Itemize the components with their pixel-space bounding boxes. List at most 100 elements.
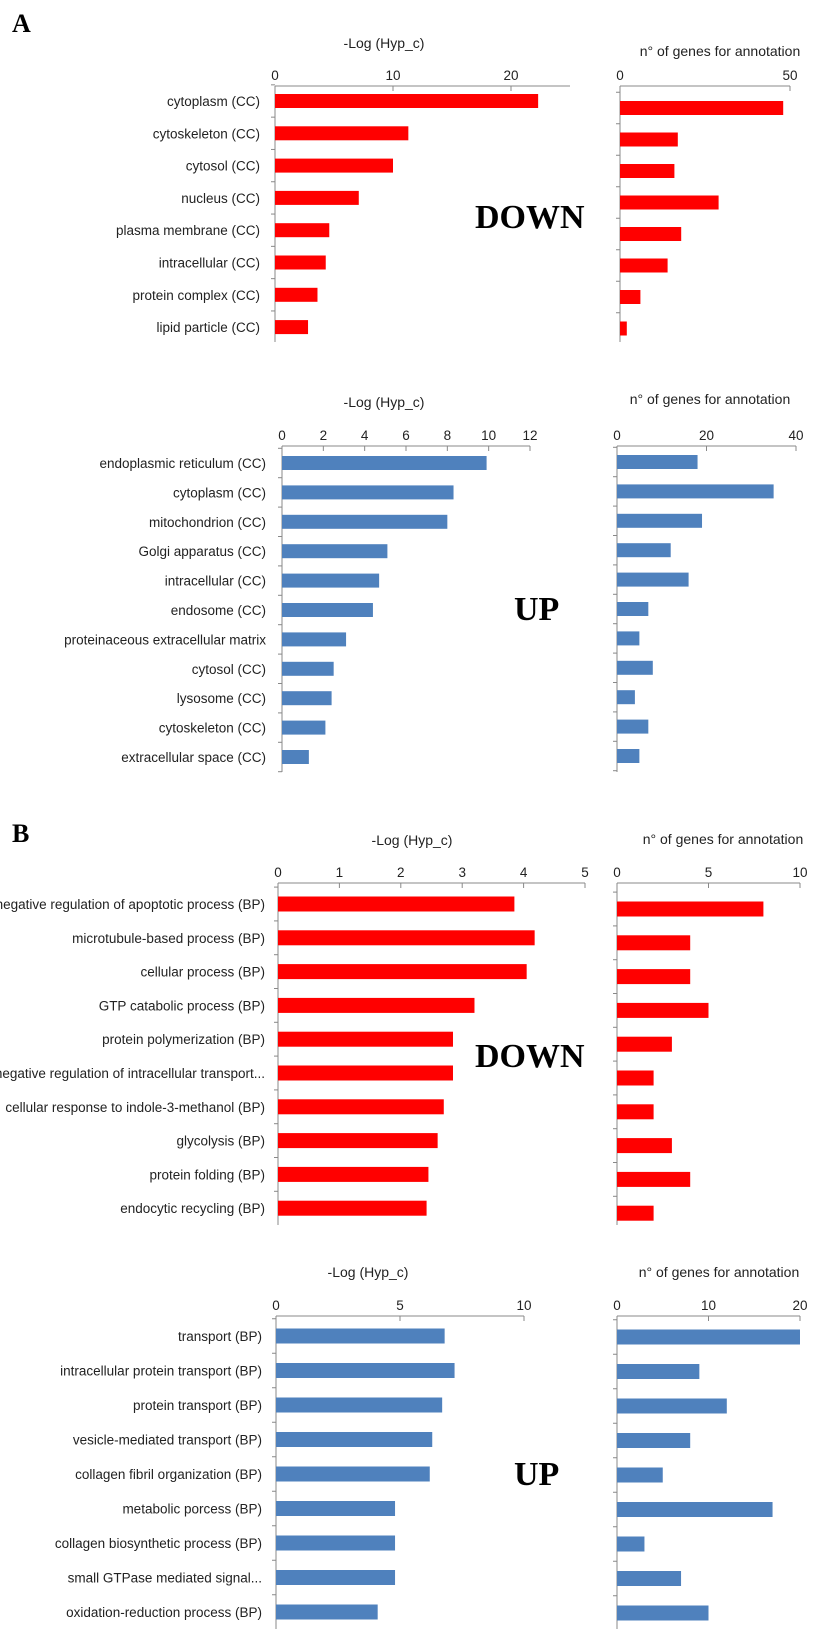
bar <box>617 1171 691 1187</box>
category-label: protein folding (BP) <box>149 1167 265 1182</box>
bar <box>617 1070 654 1086</box>
bar <box>617 1364 700 1379</box>
bar-chart: -Log (Hyp_c) 0 1 2 3 4 5 negative regulation of… <box>0 832 589 1225</box>
category-label: lipid particle (CC) <box>156 320 260 335</box>
axis-title: -Log (Hyp_c) <box>372 832 453 848</box>
x-tick-label: 10 <box>792 865 807 880</box>
category-label: cytoplasm (CC) <box>173 485 266 500</box>
bar <box>617 1467 663 1483</box>
x-tick-label: 5 <box>705 865 713 880</box>
x-tick-label: 4 <box>361 428 369 443</box>
x-tick-label: 0 <box>274 865 282 880</box>
x-tick-label: 10 <box>481 428 496 443</box>
category-label: proteinaceous extracellular matrix <box>64 632 266 647</box>
bar <box>617 602 649 616</box>
category-label: collagen biosynthetic process (BP) <box>55 1536 262 1551</box>
x-tick-label: 20 <box>699 428 714 443</box>
bar <box>617 1398 727 1414</box>
bar-chart: -Log (Hyp_c) 0 2 4 6 8 10 12 endoplasmic reticul… <box>64 394 538 773</box>
category-label: nucleus (CC) <box>181 191 260 206</box>
x-tick-label: 2 <box>397 865 405 880</box>
category-label: small GTPase mediated signal... <box>68 1571 262 1586</box>
axis-title: -Log (Hyp_c) <box>328 1264 409 1280</box>
category-label: plasma membrane (CC) <box>116 223 260 238</box>
bar <box>617 455 698 469</box>
axis-title: n° of genes for annotation <box>630 391 791 407</box>
bar <box>278 1133 438 1149</box>
bar <box>276 1363 455 1378</box>
bar <box>276 1397 443 1413</box>
x-tick-label: 5 <box>581 865 589 880</box>
category-label: cytoskeleton (CC) <box>159 721 266 736</box>
bar-chart: n° of genes for annotation 0 5 10 <box>613 831 808 1225</box>
category-label: Golgi apparatus (CC) <box>138 544 266 559</box>
bar <box>617 901 764 917</box>
category-label: cytoplasm (CC) <box>167 94 260 109</box>
bar <box>617 1433 691 1448</box>
category-label: extracellular space (CC) <box>121 750 266 765</box>
bar <box>617 1605 709 1621</box>
bar <box>276 1432 433 1447</box>
bar <box>617 1104 654 1120</box>
category-label: cytoskeleton (CC) <box>153 126 260 141</box>
x-tick-label: 20 <box>503 68 518 83</box>
x-tick-label: 20 <box>792 1298 807 1313</box>
bar <box>276 1466 430 1482</box>
x-tick-label: 8 <box>444 428 452 443</box>
bar <box>275 320 309 335</box>
bar <box>282 750 309 764</box>
bar <box>617 1205 654 1221</box>
bar <box>276 1328 445 1344</box>
category-label: cellular process (BP) <box>140 965 265 980</box>
category-label: lysosome (CC) <box>177 691 266 706</box>
bar <box>617 1036 672 1052</box>
category-label: endosome (CC) <box>171 603 266 618</box>
bar <box>617 749 640 763</box>
axis-title: n° of genes for annotation <box>639 1264 800 1280</box>
bar <box>620 227 682 241</box>
group-label-up: UP <box>514 591 559 628</box>
group-label-up: UP <box>514 1456 559 1493</box>
bar <box>620 164 675 178</box>
panel-letter-a: A <box>12 9 31 38</box>
group-label-down: DOWN <box>475 1038 585 1075</box>
bar <box>617 1571 682 1586</box>
bar <box>617 1329 800 1345</box>
category-label: metabolic porcess (BP) <box>122 1502 262 1517</box>
bar <box>617 1138 672 1154</box>
bar <box>275 190 359 205</box>
bar <box>282 514 448 529</box>
category-label: protein polymerization (BP) <box>102 1032 265 1047</box>
axis-title: -Log (Hyp_c) <box>344 35 425 51</box>
bar <box>278 964 527 980</box>
bar <box>275 158 393 173</box>
category-label: GTP catabolic process (BP) <box>99 998 265 1013</box>
x-tick-label: 0 <box>271 68 279 83</box>
bar <box>282 456 487 470</box>
bar <box>275 223 330 238</box>
category-label: vesicle-mediated transport (BP) <box>73 1433 262 1448</box>
x-tick-label: 0 <box>613 1298 621 1313</box>
bar <box>282 720 326 735</box>
bar-chart: n° of genes for annotation 0 50 <box>616 43 800 342</box>
category-label: mitochondrion (CC) <box>149 515 266 530</box>
bar-chart: -Log (Hyp_c) 0 5 10 transport (BP) intracellu… <box>55 1264 532 1629</box>
bar <box>275 287 318 302</box>
axis-title: n° of genes for annotation <box>643 831 804 847</box>
x-tick-label: 50 <box>782 68 797 83</box>
bar <box>275 126 409 141</box>
x-tick-label: 10 <box>701 1298 716 1313</box>
x-tick-label: 2 <box>320 428 328 443</box>
category-label: microtubule-based process (BP) <box>72 931 265 946</box>
bar <box>620 195 719 210</box>
bar <box>278 896 515 912</box>
bar <box>278 1031 453 1047</box>
category-label: negative regulation of apoptotic process… <box>0 897 265 912</box>
axis-title: -Log (Hyp_c) <box>344 394 425 410</box>
category-label: cellular response to indole-3-methanol (… <box>5 1100 265 1115</box>
bar <box>276 1604 378 1620</box>
bar <box>282 632 347 647</box>
group-label-down: DOWN <box>475 199 585 236</box>
